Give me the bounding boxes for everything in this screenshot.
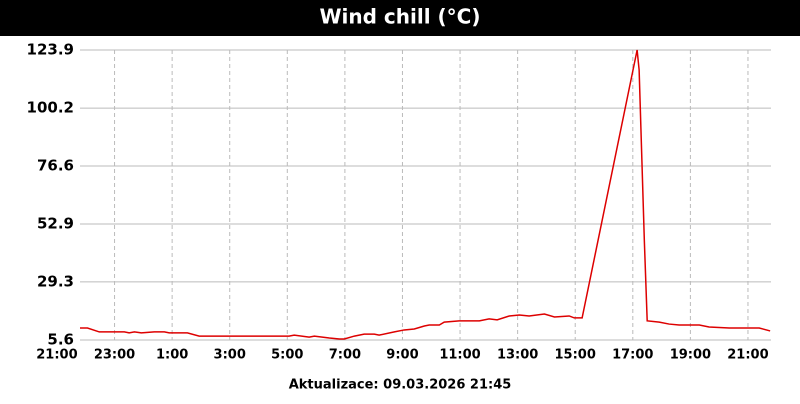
x-tick-label: 1:00 — [156, 348, 188, 363]
x-tick-label: 11:00 — [439, 348, 480, 363]
y-tick-label: 5.6 — [47, 331, 74, 349]
x-tick-label: 13:00 — [497, 348, 538, 363]
x-tick-label: 15:00 — [555, 348, 596, 363]
x-tick-label: 17:00 — [612, 348, 653, 363]
chart-title: Wind chill (°C) — [319, 5, 480, 29]
x-tick-label: 9:00 — [386, 348, 418, 363]
y-tick-label: 100.2 — [27, 99, 74, 117]
x-tick-label: 7:00 — [329, 348, 361, 363]
x-tick-label: 3:00 — [214, 348, 246, 363]
y-tick-label: 76.6 — [37, 156, 74, 174]
header-bar — [0, 0, 800, 36]
x-tick-label: 19:00 — [670, 348, 711, 363]
y-tick-label: 123.9 — [27, 41, 74, 59]
y-tick-label: 29.3 — [37, 272, 74, 290]
y-tick-label: 52.9 — [37, 215, 74, 233]
footer: Aktualizace: 09.03.2026 21:45 — [289, 378, 512, 393]
x-tick-label: 21:00 — [727, 348, 768, 363]
x-tick-label: 23:00 — [94, 348, 135, 363]
x-tick-label: 21:00 — [36, 348, 77, 363]
data-line — [80, 49, 771, 340]
x-tick-label: 5:00 — [271, 348, 303, 363]
